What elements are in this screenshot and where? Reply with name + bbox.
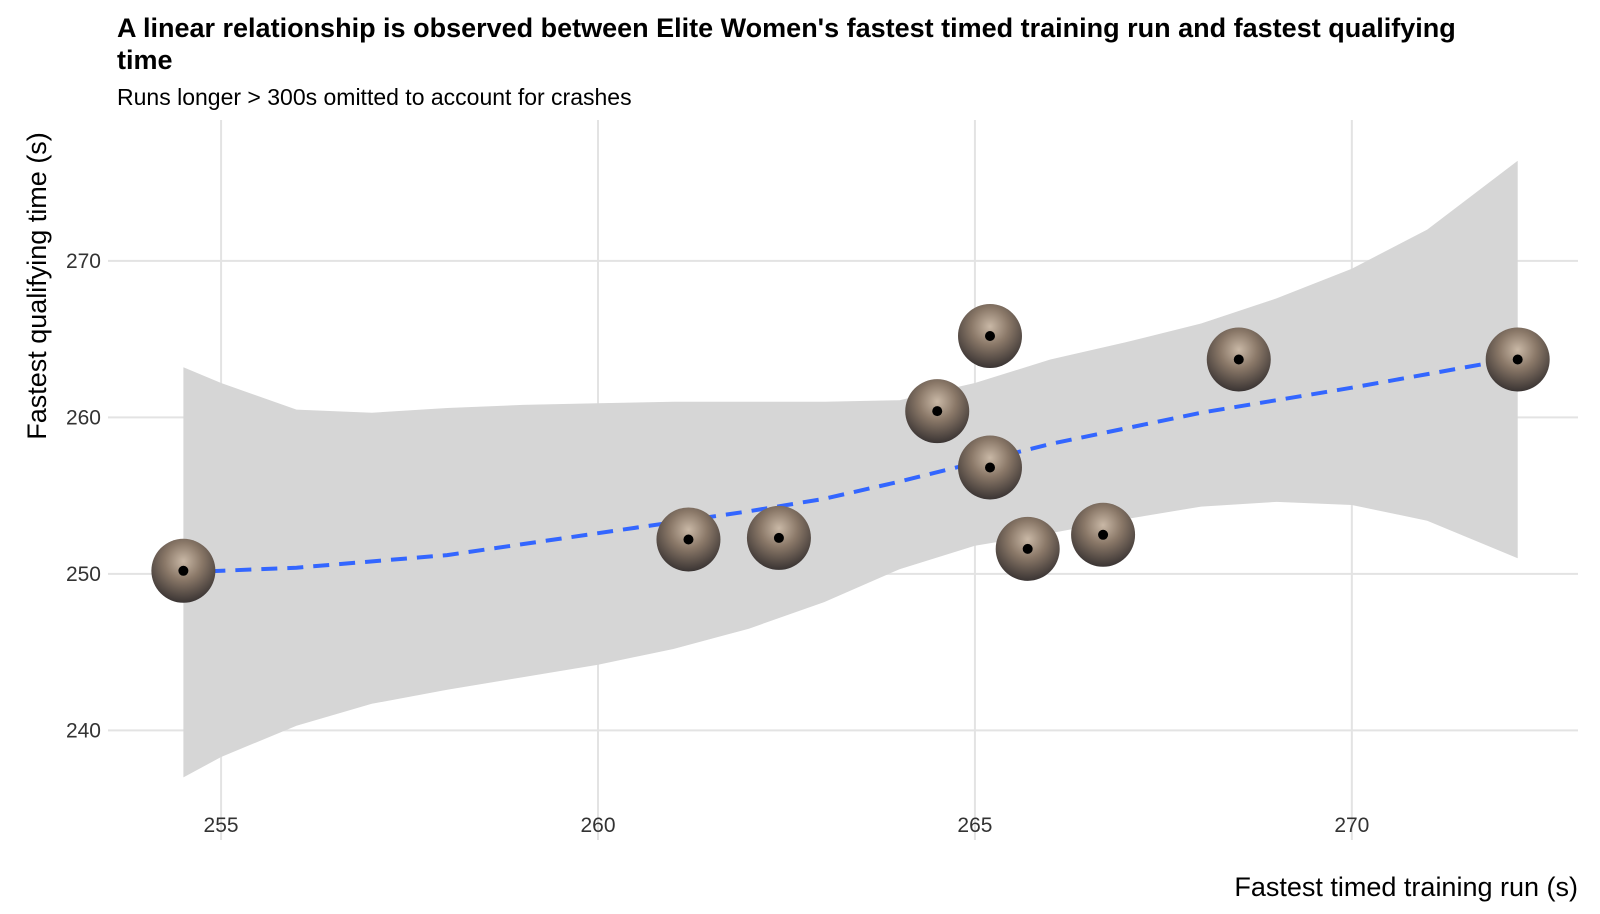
data-point xyxy=(1206,327,1271,392)
chart-subtitle: Runs longer > 300s omitted to account fo… xyxy=(117,84,632,110)
point-dot xyxy=(985,462,995,473)
data-point xyxy=(995,516,1060,581)
y-tick-label: 260 xyxy=(66,406,101,429)
tick-labels: 255 260 265 270 240 250 260 270 xyxy=(66,250,1369,837)
data-points xyxy=(151,304,1550,603)
data-point xyxy=(656,507,721,572)
chart-title: A linear relationship is observed betwee… xyxy=(117,13,1456,75)
point-dot xyxy=(178,565,189,576)
data-point xyxy=(905,379,970,444)
point-dot xyxy=(1022,543,1033,554)
trend-line xyxy=(183,355,1519,575)
x-tick-label: 260 xyxy=(580,814,615,837)
data-point xyxy=(1071,502,1136,567)
x-tick-label: 265 xyxy=(957,814,992,837)
point-dot xyxy=(683,534,694,545)
point-dot xyxy=(1233,354,1244,365)
y-tick-label: 270 xyxy=(66,250,101,273)
data-point xyxy=(746,505,811,570)
trend-line-layer xyxy=(183,355,1519,575)
data-point xyxy=(958,304,1022,368)
data-point xyxy=(151,538,216,603)
point-dot xyxy=(773,532,784,543)
point-dot xyxy=(985,331,995,341)
x-axis-title: Fastest timed training run (s) xyxy=(1234,872,1578,902)
confidence-band-layer xyxy=(183,160,1518,778)
point-dot xyxy=(1512,354,1523,365)
point-dot xyxy=(1098,529,1109,540)
confidence-band xyxy=(183,160,1518,778)
y-tick-label: 240 xyxy=(66,719,101,742)
x-tick-label: 270 xyxy=(1334,814,1369,837)
x-tick-label: 255 xyxy=(204,814,239,837)
y-tick-label: 250 xyxy=(66,563,101,586)
point-dot xyxy=(932,406,943,417)
y-axis-title: Fastest qualifying time (s) xyxy=(22,132,52,440)
data-point xyxy=(958,435,1022,500)
data-point xyxy=(1485,327,1550,392)
